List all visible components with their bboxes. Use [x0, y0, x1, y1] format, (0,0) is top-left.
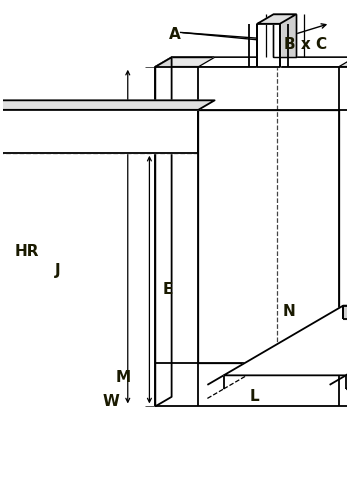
Polygon shape: [346, 305, 350, 375]
Text: A: A: [169, 27, 181, 42]
Text: M: M: [116, 370, 131, 385]
Text: E: E: [163, 282, 173, 297]
Polygon shape: [257, 24, 280, 67]
Text: L: L: [250, 389, 259, 404]
Text: N: N: [282, 303, 295, 318]
Polygon shape: [0, 110, 198, 153]
Polygon shape: [257, 15, 296, 24]
Polygon shape: [155, 57, 350, 67]
Polygon shape: [343, 305, 350, 319]
Text: HR: HR: [15, 244, 39, 259]
Polygon shape: [0, 100, 215, 110]
Text: W: W: [103, 394, 120, 409]
Polygon shape: [172, 57, 350, 397]
Polygon shape: [215, 100, 350, 354]
Polygon shape: [198, 110, 339, 363]
Text: J: J: [55, 263, 61, 278]
Polygon shape: [155, 67, 350, 407]
Polygon shape: [273, 15, 296, 57]
Text: B x C: B x C: [284, 37, 328, 52]
Polygon shape: [155, 57, 172, 407]
Polygon shape: [224, 305, 350, 375]
Polygon shape: [198, 57, 350, 67]
